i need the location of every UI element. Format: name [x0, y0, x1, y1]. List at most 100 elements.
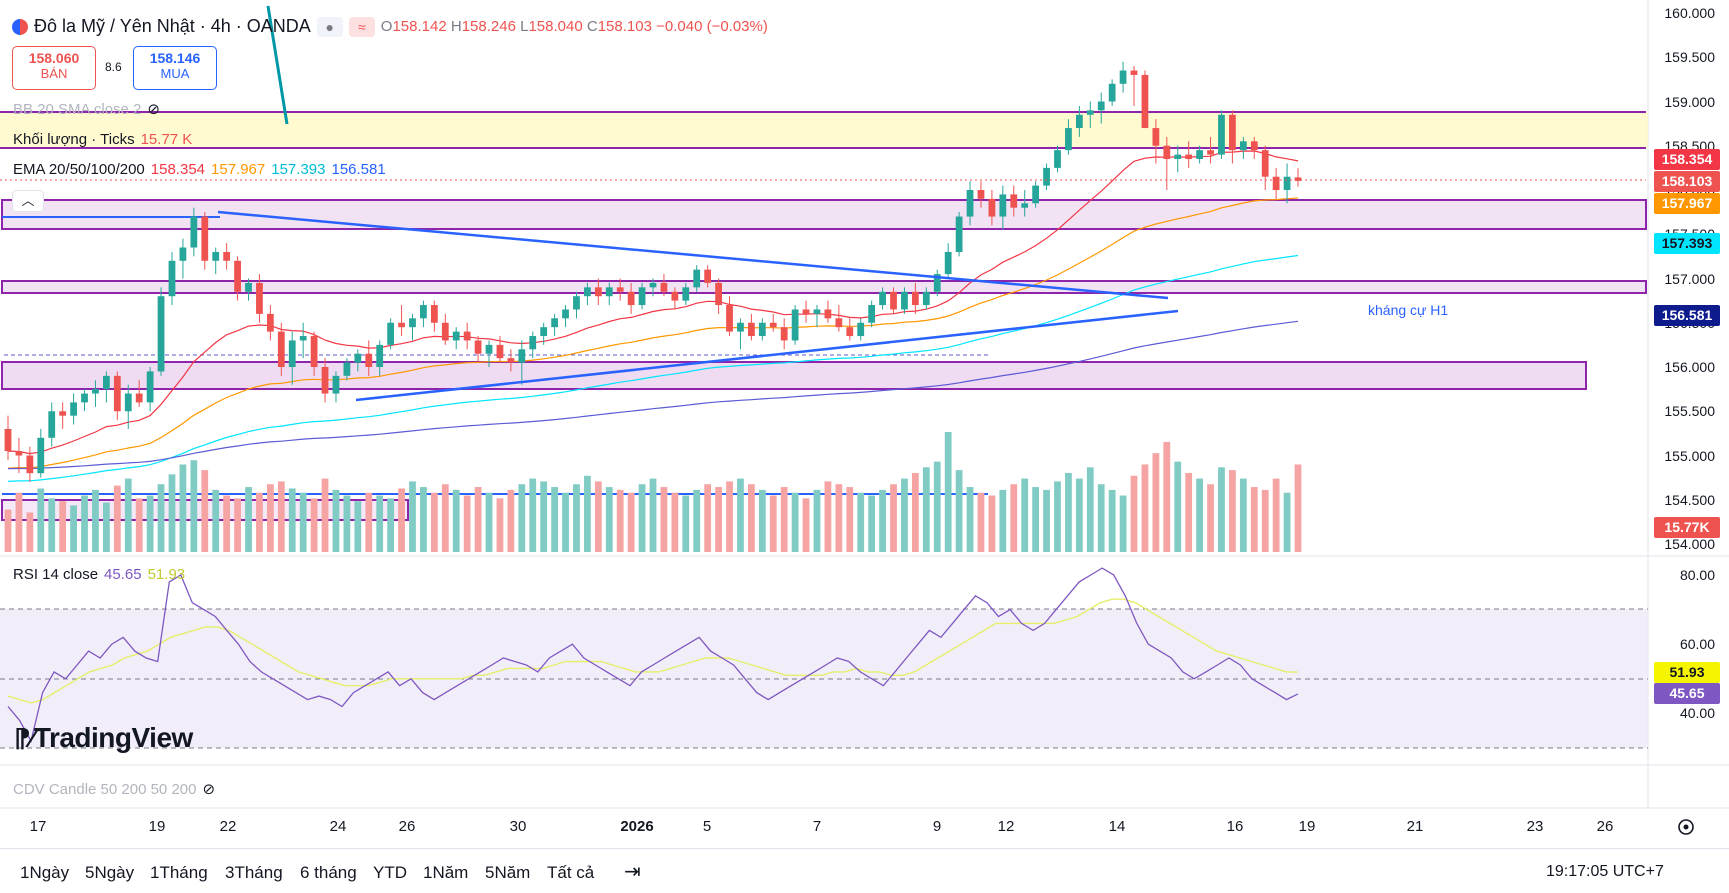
candle-body	[748, 322, 755, 337]
candle-body	[726, 305, 733, 332]
volume-bar	[1021, 478, 1029, 552]
volume-bar	[70, 505, 77, 552]
annotation-label[interactable]: kháng cự H1	[1368, 302, 1449, 318]
volume-bar	[146, 495, 154, 552]
range-button[interactable]: 1Ngày	[20, 863, 70, 882]
volume-bar	[212, 489, 220, 552]
chart-canvas[interactable]	[0, 0, 1729, 848]
rsi-ma-value: 51.93	[147, 566, 186, 583]
volume-bar	[1152, 453, 1160, 552]
candle-body	[398, 322, 405, 328]
candle-body	[1196, 150, 1203, 160]
rsi-legend[interactable]: RSI 14 close 45.65 51.93	[13, 566, 185, 583]
ema-label: EMA 20/50/100/200	[13, 161, 145, 178]
collapse-legend-button[interactable]: ︿	[12, 190, 44, 212]
rsi-ma-price-tag: 51.93	[1654, 662, 1720, 683]
volume-bar	[802, 498, 810, 552]
volume-bar	[1261, 489, 1269, 552]
candle-body	[573, 296, 580, 310]
volume-bar	[835, 484, 843, 552]
time-axis-label: 24	[329, 818, 347, 835]
range-button[interactable]: 5Năm	[485, 863, 531, 882]
candle-body	[1207, 150, 1214, 155]
time-axis-label: 5	[702, 818, 712, 835]
buy-label: MUA	[160, 66, 190, 81]
support-resistance-zone[interactable]	[1, 361, 1587, 390]
candle-body	[212, 251, 220, 261]
candle-body	[922, 291, 930, 306]
wave-icon[interactable]: ≈	[348, 16, 375, 37]
volume-bar	[737, 478, 744, 552]
symbol-legend[interactable]: Đô la Mỹ / Yên Nhật · 4h · OANDA ● ≈ O15…	[12, 16, 768, 37]
candle-body	[1021, 203, 1029, 208]
support-resistance-zone[interactable]	[1, 199, 1647, 230]
change-value: −0.040 (−0.03%)	[656, 18, 768, 35]
range-button[interactable]: 3Tháng	[225, 863, 283, 882]
candle-body	[37, 437, 45, 474]
candle-body	[605, 287, 613, 297]
ema-line	[7, 197, 1299, 469]
clock[interactable]: 19:17:05 UTC+7	[1546, 863, 1664, 880]
volume-legend[interactable]: Khối lượng · Ticks 15.77 K	[13, 131, 192, 148]
candle-body	[660, 282, 668, 292]
symbol-title[interactable]: Đô la Mỹ / Yên Nhật · 4h · OANDA	[34, 16, 311, 36]
bb-legend[interactable]: BB 20 SMA close 2 ⊘	[13, 100, 160, 119]
range-button[interactable]: YTD	[373, 863, 407, 882]
volume-bar	[627, 492, 635, 552]
eye-off-icon[interactable]: ⊘	[147, 101, 160, 118]
buy-button[interactable]: 158.146 MUA	[133, 46, 217, 90]
volume-bar	[671, 492, 679, 552]
ema200-value: 156.581	[331, 161, 386, 178]
candle-body	[103, 375, 110, 390]
volume-bar	[660, 487, 668, 552]
candle-body	[256, 282, 263, 314]
trend-line-upper[interactable]	[217, 210, 1169, 300]
volume-bar	[638, 484, 646, 552]
price-axis-label: 155.000	[1664, 447, 1715, 464]
volume-bar	[944, 432, 952, 552]
candle-body	[551, 318, 558, 328]
candle-body	[1097, 101, 1105, 111]
pill-icon[interactable]: ●	[316, 16, 343, 37]
ema50-value: 157.967	[211, 161, 266, 178]
volume-price-tag: 15.77K	[1654, 517, 1720, 538]
range-button[interactable]: 6 tháng	[300, 863, 357, 882]
candle-body	[1032, 185, 1040, 204]
time-axis-label: 26	[398, 818, 416, 835]
sell-button[interactable]: 158.060 BÁN	[12, 46, 96, 90]
volume-bar	[496, 498, 504, 552]
candle-body	[190, 216, 198, 248]
volume-bar	[288, 488, 296, 552]
sell-label: BÁN	[40, 66, 68, 81]
price-axis-label: 160.000	[1664, 5, 1715, 21]
candle-body	[1108, 83, 1116, 102]
candle-body	[966, 190, 974, 217]
volume-bar	[715, 487, 722, 552]
volume-bar	[605, 487, 613, 552]
candle-body	[59, 411, 67, 416]
candle-body	[92, 389, 99, 394]
candle-body	[430, 305, 438, 323]
drawing-line[interactable]	[266, 5, 289, 125]
volume-bar	[1141, 464, 1149, 552]
range-button[interactable]: 1Tháng	[150, 863, 208, 882]
volume-bar	[922, 467, 930, 552]
range-button[interactable]: 1Năm	[423, 863, 469, 882]
volume-bar	[704, 484, 712, 552]
price-axis-label: 154.000	[1664, 536, 1715, 552]
time-axis-label: 17	[29, 818, 47, 835]
gear-icon[interactable]	[1678, 819, 1694, 835]
support-resistance-zone[interactable]	[1, 280, 1647, 294]
goto-date-icon[interactable]: ⇥	[624, 861, 641, 883]
symbol-logo-icon	[12, 18, 28, 35]
range-button[interactable]: 5Ngày	[85, 863, 135, 882]
volume-bar	[1250, 487, 1258, 552]
cdv-legend[interactable]: CDV Candle 50 200 50 200 ⊘	[13, 780, 216, 799]
volume-bar	[1119, 495, 1127, 552]
range-button[interactable]: Tất cả	[547, 863, 595, 882]
ema200-price-tag: 156.581	[1654, 305, 1720, 326]
volume-bar	[507, 489, 515, 552]
ema-legend[interactable]: EMA 20/50/100/200 158.354 157.967 157.39…	[13, 161, 386, 178]
eye-off-icon[interactable]: ⊘	[202, 781, 216, 798]
trend-line-lower[interactable]	[355, 309, 1179, 402]
